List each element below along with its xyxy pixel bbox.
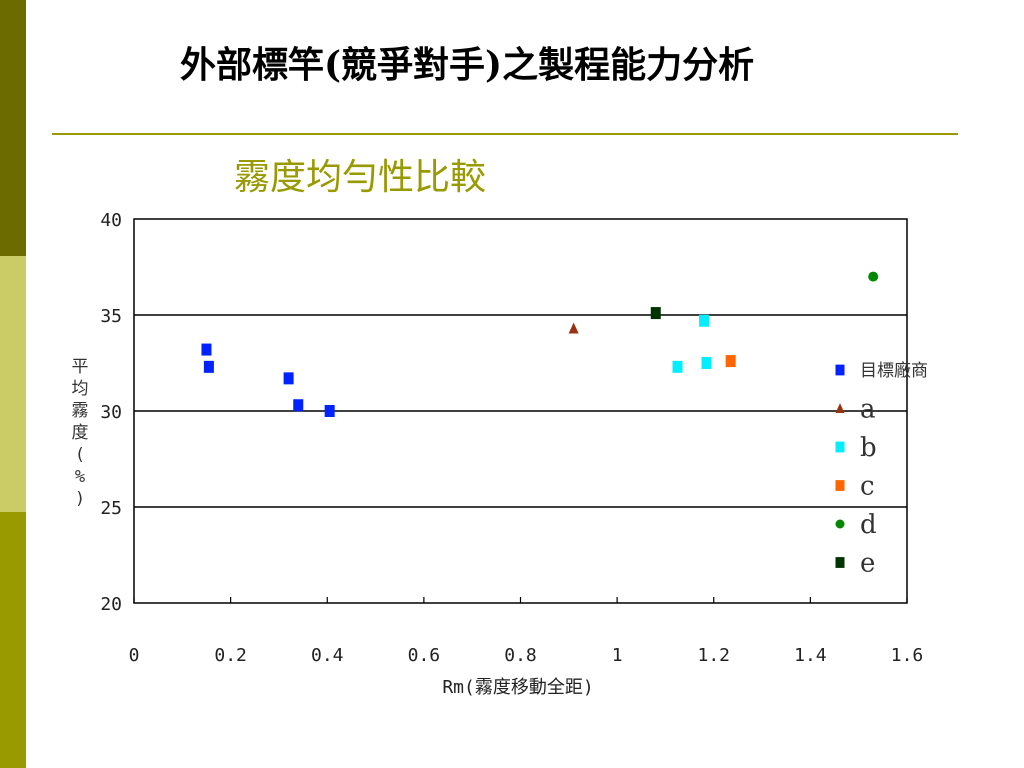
- sidebar-block-bottom: [0, 512, 26, 768]
- title-divider: [52, 133, 958, 135]
- sidebar-block-top: [0, 0, 26, 256]
- data-point: [201, 343, 212, 356]
- y-axis-label: 平均霧度(%): [72, 357, 89, 509]
- data-point: [672, 360, 683, 373]
- data-point: [324, 405, 335, 417]
- legend-marker: [835, 441, 845, 453]
- slide-title: 外部標竿(競爭對手)之製程能力分析: [180, 44, 755, 86]
- legend-marker: [835, 519, 845, 529]
- legend-label: a: [860, 395, 876, 425]
- y-tick-label: 40: [100, 210, 122, 231]
- legend-label: 目標廠商: [860, 360, 928, 381]
- chart-subtitle: 霧度均勻性比較: [234, 157, 487, 198]
- data-point: [701, 357, 712, 369]
- y-tick-label: 25: [100, 498, 122, 519]
- x-tick-label: 0: [129, 645, 140, 666]
- x-axis-label: Rm(霧度移動全距): [442, 677, 593, 698]
- x-tick-label: 1.6: [891, 645, 924, 666]
- x-tick-label: 0.6: [408, 645, 441, 666]
- x-tick-label: 0.8: [504, 645, 537, 666]
- legend-label: c: [860, 472, 875, 502]
- legend-marker: [835, 403, 845, 413]
- data-point: [868, 271, 879, 282]
- y-tick-label: 30: [100, 402, 122, 423]
- sidebar-block-middle: [0, 256, 26, 512]
- legend-label: b: [860, 433, 877, 463]
- x-tick-label: 1: [612, 645, 623, 666]
- y-tick-label: 20: [100, 594, 122, 615]
- data-point: [203, 360, 214, 373]
- data-point: [650, 307, 661, 320]
- data-point: [283, 372, 294, 385]
- x-tick-label: 0.2: [214, 645, 247, 666]
- data-point: [725, 355, 736, 368]
- data-point: [293, 399, 304, 412]
- y-tick-label: 35: [100, 306, 122, 327]
- legend-label: e: [860, 549, 875, 579]
- x-tick-label: 1.4: [794, 645, 827, 666]
- x-tick-label: 0.4: [311, 645, 344, 666]
- legend-marker: [835, 557, 845, 568]
- legend-marker: [835, 364, 845, 376]
- legend-label: d: [860, 510, 877, 540]
- x-tick-label: 1.2: [697, 645, 730, 666]
- data-point: [699, 314, 710, 327]
- legend-marker: [835, 480, 845, 491]
- data-point: [568, 322, 579, 334]
